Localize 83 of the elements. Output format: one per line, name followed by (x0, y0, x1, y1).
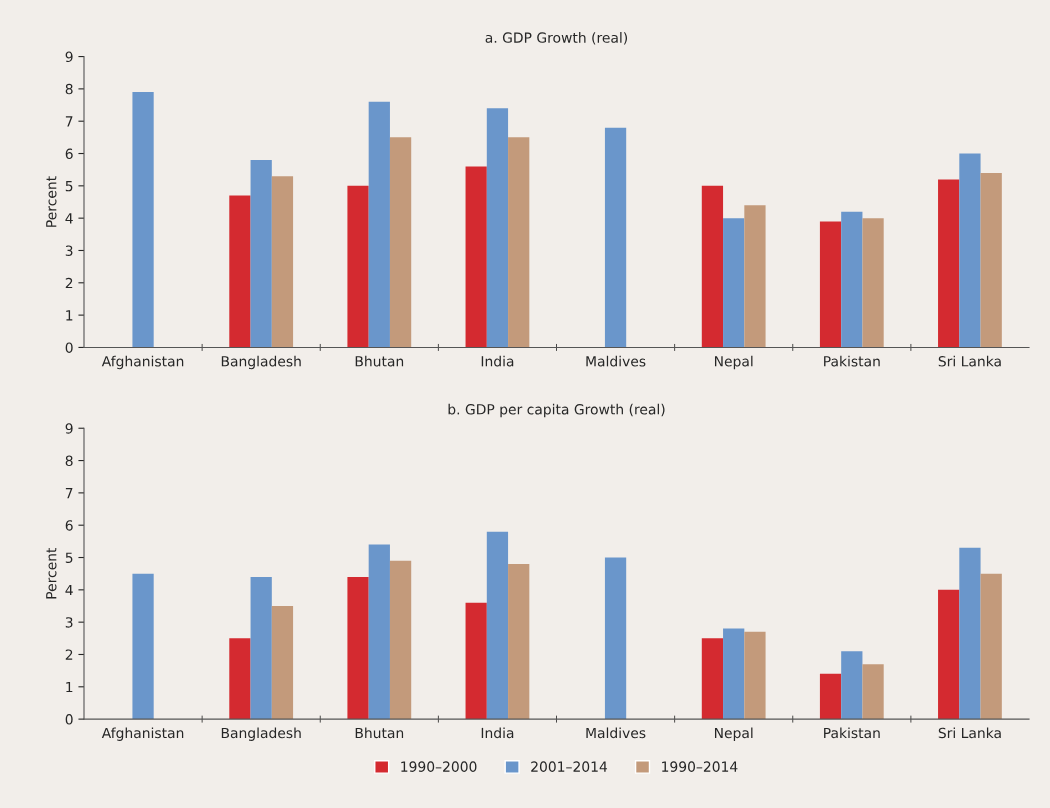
x-tick-label: Bhutan (355, 727, 404, 739)
bar (701, 638, 724, 720)
x-tick-label: India (481, 727, 514, 739)
bar (604, 557, 627, 720)
y-tick-label: 8 (65, 83, 73, 95)
bar (271, 606, 294, 720)
bar (819, 221, 842, 348)
x-tick-label: India (481, 355, 514, 367)
y-tick-label: 1 (66, 681, 73, 693)
bar (347, 576, 369, 720)
bar (347, 185, 369, 348)
bar (723, 218, 745, 348)
legend-label: 1990–2000 (401, 761, 477, 772)
bar (486, 108, 509, 348)
x-tick-label: Pakistan (824, 727, 880, 739)
bar (723, 628, 745, 720)
y-tick-label: 5 (65, 552, 73, 563)
bar (508, 137, 530, 348)
y-tick-label: 6 (65, 520, 73, 531)
x-tick-label: Maldives (586, 355, 646, 367)
bar (465, 166, 487, 348)
y-tick-label: 2 (65, 277, 73, 289)
x-tick-label: Maldives (586, 727, 646, 739)
bar (486, 531, 509, 720)
bar (271, 176, 294, 348)
y-tick-label: 4 (65, 213, 73, 224)
bar (368, 101, 390, 348)
bar (389, 560, 412, 720)
bar (389, 137, 412, 348)
chart-title: b. GDP per capita Growth (real) (448, 403, 665, 418)
x-tick-label: Sri Lanka (938, 727, 1001, 739)
bar (862, 218, 884, 348)
bar (959, 547, 981, 720)
bar (862, 664, 884, 720)
bar (959, 153, 981, 348)
bar (465, 602, 487, 720)
y-axis-title: Percent (46, 547, 57, 599)
legend-label: 2001–2014 (531, 761, 608, 772)
bar (980, 573, 1002, 720)
y-tick-label: 9 (65, 51, 73, 63)
bar (604, 127, 627, 348)
bar (841, 651, 863, 720)
y-tick-label: 6 (65, 148, 73, 159)
x-tick-label: Afghanistan (101, 355, 184, 370)
bar (841, 211, 863, 348)
y-tick-label: 0 (65, 714, 73, 725)
y-tick-label: 7 (65, 116, 73, 127)
bar (980, 172, 1002, 348)
y-tick-label: 1 (66, 310, 73, 321)
y-tick-label: 2 (65, 649, 73, 660)
y-tick-label: 0 (65, 342, 73, 353)
y-tick-label: 4 (65, 584, 73, 596)
bar (132, 573, 154, 720)
y-tick-label: 7 (65, 488, 73, 499)
bar (701, 185, 724, 348)
bar (508, 563, 530, 720)
y-tick-label: 9 (65, 423, 73, 434)
bar (744, 631, 766, 720)
y-axis-title: Percent (46, 176, 57, 227)
x-tick-label: Sri Lanka (938, 355, 1001, 367)
legend-label: 1990–2014 (662, 761, 738, 772)
x-tick-label: Bangladesh (221, 727, 301, 741)
y-tick-label: 3 (65, 617, 73, 628)
x-tick-label: Nepal (714, 355, 753, 370)
bar (938, 589, 960, 720)
bar (250, 159, 272, 348)
bar (819, 673, 842, 720)
bar (132, 92, 154, 348)
x-tick-label: Pakistan (824, 355, 880, 367)
bar (229, 195, 251, 348)
bar (368, 544, 390, 720)
bar (229, 638, 251, 720)
chart-title: a. GDP Growth (real) (485, 32, 628, 45)
y-tick-label: 8 (65, 455, 73, 467)
bar (744, 205, 766, 348)
bar (938, 179, 960, 348)
x-tick-label: Bangladesh (221, 355, 301, 370)
x-tick-label: Afghanistan (101, 727, 184, 741)
y-tick-label: 5 (65, 180, 73, 192)
x-tick-label: Nepal (714, 727, 753, 741)
x-tick-label: Bhutan (355, 355, 404, 367)
bar (250, 576, 272, 720)
y-tick-label: 3 (65, 245, 73, 256)
